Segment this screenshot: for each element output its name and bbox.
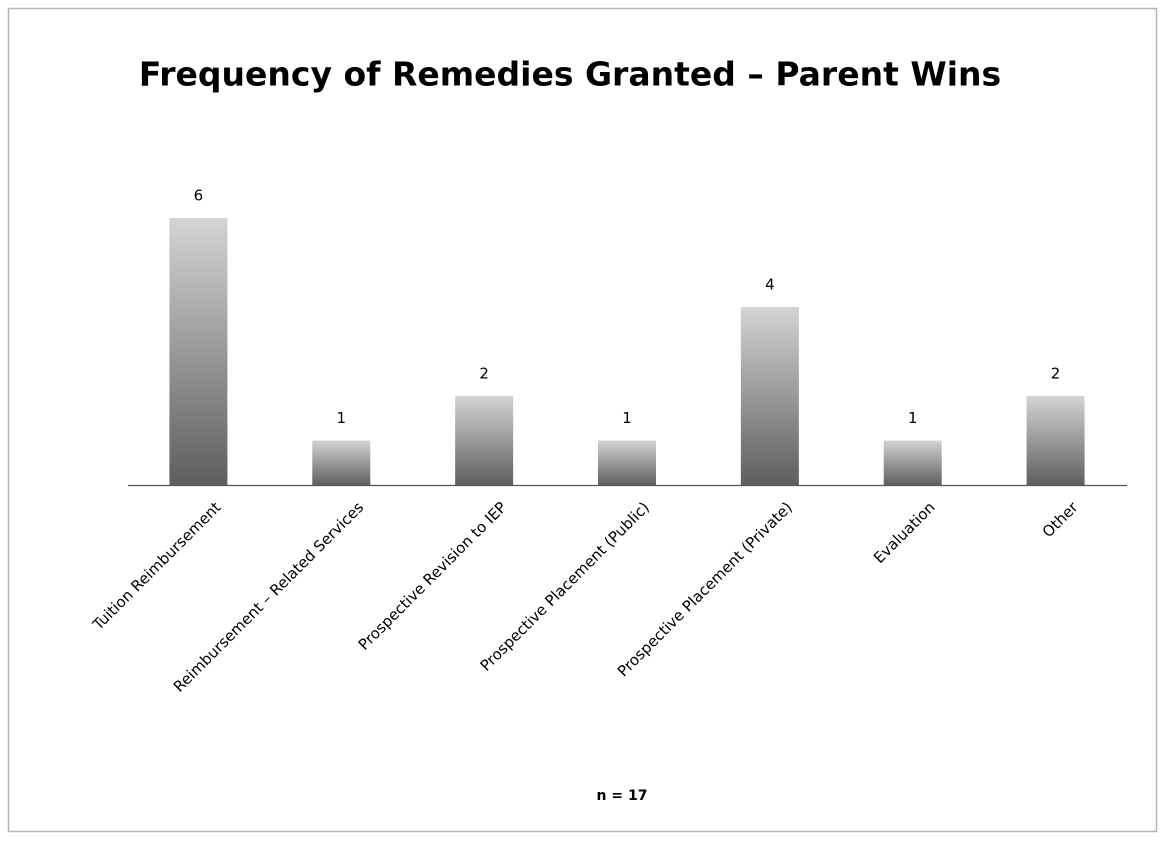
- value-label: 1: [337, 409, 347, 427]
- bar: [455, 396, 514, 485]
- bar: [169, 218, 228, 485]
- note: n = 17: [597, 788, 648, 804]
- value-label: 1: [908, 409, 918, 427]
- bar: [883, 440, 942, 485]
- value-label: 4: [765, 276, 775, 294]
- chart-title: Frequency of Remedies Granted – Parent W…: [139, 55, 1001, 94]
- bar: [312, 440, 371, 485]
- bar: [740, 307, 799, 485]
- value-label: 2: [479, 365, 489, 383]
- value-label: 2: [1051, 365, 1061, 383]
- bar: [1026, 396, 1085, 485]
- bar: [598, 440, 656, 485]
- value-label: 6: [194, 187, 204, 205]
- value-label: 1: [622, 409, 632, 427]
